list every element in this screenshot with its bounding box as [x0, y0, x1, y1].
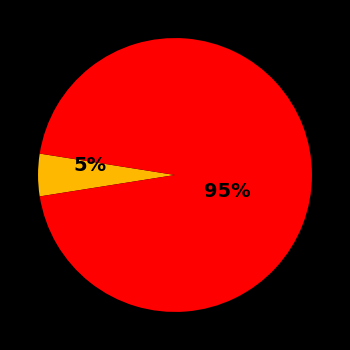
Wedge shape [38, 154, 175, 196]
Wedge shape [40, 38, 312, 312]
Text: 5%: 5% [74, 156, 107, 175]
Text: 95%: 95% [204, 182, 250, 201]
